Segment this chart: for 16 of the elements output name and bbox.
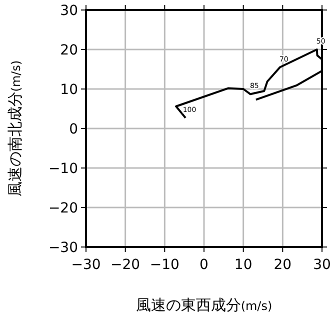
- x-axis-title: 風速の東西成分(m/s): [136, 296, 272, 314]
- y-tick-label: −20: [48, 200, 78, 216]
- x-tick-label: −10: [150, 257, 180, 273]
- x-tick-label: −20: [110, 257, 140, 273]
- y-tick-label: 30: [60, 3, 78, 19]
- x-tick-label: 30: [313, 257, 331, 273]
- y-tick-label: 10: [60, 82, 78, 98]
- y-tick-label: 20: [60, 42, 78, 58]
- y-tick-label: 0: [69, 122, 78, 138]
- x-tick-label: 10: [234, 257, 252, 273]
- x-tick-label: −30: [71, 257, 101, 273]
- y-tick-label: −30: [48, 240, 78, 256]
- y-axis-title: 風速の南北成分(m/s): [6, 60, 24, 197]
- x-tick-label: 0: [200, 257, 208, 273]
- x-tick-label: 20: [274, 257, 292, 273]
- y-tick-label: −10: [48, 161, 78, 177]
